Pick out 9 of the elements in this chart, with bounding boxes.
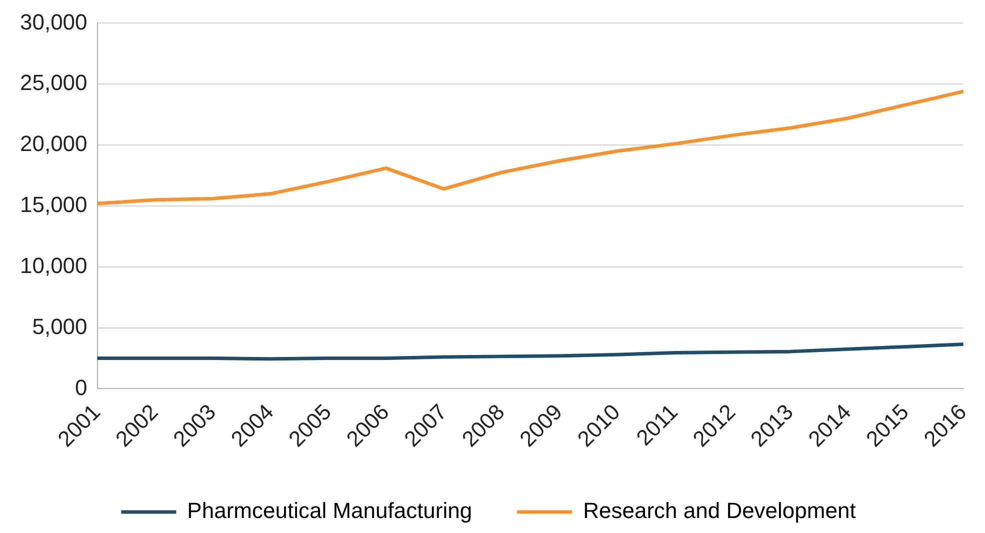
y-tick-label: 15,000 xyxy=(20,192,88,218)
y-tick-label: 0 xyxy=(75,374,88,400)
y-tick-label: 10,000 xyxy=(20,252,88,278)
legend-label: Research and Development xyxy=(583,498,856,524)
y-tick-label: 25,000 xyxy=(20,70,88,96)
y-tick-label: 5,000 xyxy=(32,314,88,339)
legend-label: Pharmceutical Manufacturing xyxy=(187,498,472,524)
y-tick-label: 20,000 xyxy=(20,131,88,156)
y-tick-label: 30,000 xyxy=(20,9,88,34)
